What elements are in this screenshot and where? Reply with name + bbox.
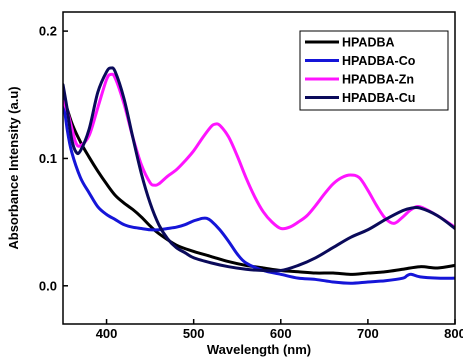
- x-tick-label: 600: [270, 326, 292, 341]
- x-tick-label: 500: [183, 326, 205, 341]
- series-line-hpadba-co: [63, 95, 455, 285]
- y-tick-label: 0.1: [39, 151, 57, 166]
- y-axis-title: Absorbance Intensity (a.u): [6, 86, 21, 249]
- x-tick-label: 800: [444, 326, 463, 341]
- series-line-hpadba-cu: [63, 66, 455, 273]
- series-layer: [63, 66, 455, 285]
- x-tick-label: 700: [357, 326, 379, 341]
- plot-frame: [62, 11, 456, 325]
- y-tick-label: 0.2: [39, 24, 57, 39]
- series-line-hpadba: [63, 93, 455, 276]
- series-line-hpadba-zn: [63, 72, 455, 231]
- x-axis-title: Wavelength (nm): [207, 342, 311, 357]
- legend-label: HPADBA-Zn: [342, 73, 414, 87]
- legend-label: HPADBA-Co: [342, 54, 416, 68]
- legend-label: HPADBA-Cu: [342, 91, 415, 105]
- y-tick-label: 0.0: [39, 278, 57, 293]
- axes-layer: 400 500 600 700 800 0.0 0.1 0.2: [39, 24, 463, 341]
- x-tick-label: 400: [96, 326, 118, 341]
- legend-label: HPADBA: [342, 36, 395, 50]
- legend: HPADBA HPADBA-Co HPADBA-Zn HPADBA-Cu: [299, 30, 449, 111]
